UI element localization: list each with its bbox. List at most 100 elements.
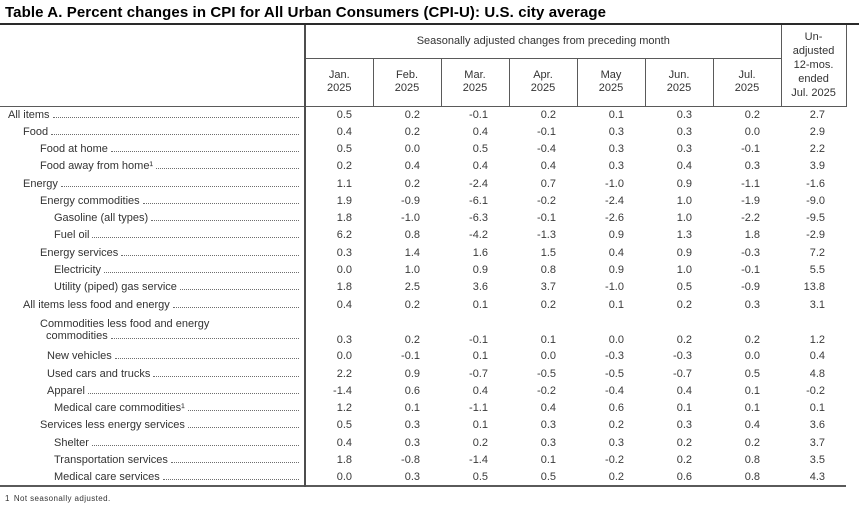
table-row: Food 0.4 0.2 0.4 -0.1 0.3 0.3 0.0 2.9 — [0, 123, 846, 141]
value-cell: 6.2 — [336, 229, 352, 242]
value-cell: 0.4 — [472, 125, 488, 138]
dot-leader — [92, 237, 299, 239]
value-cell: -0.9 — [401, 194, 420, 207]
dot-leader — [156, 168, 299, 170]
value-cell: 3.6 — [809, 419, 826, 432]
value-cell: 0.0 — [744, 350, 761, 363]
value-cell: 0.8 — [744, 470, 761, 483]
dot-leader — [104, 272, 299, 274]
value-cell: 0.2 — [676, 333, 692, 346]
value-cell: 13.8 — [803, 281, 826, 294]
value-cell: 0.3 — [404, 419, 420, 432]
value-cell: 0.4 — [608, 246, 624, 259]
value-cell: 0.4 — [472, 384, 488, 397]
value-cell: -0.5 — [605, 367, 624, 380]
dot-leader — [110, 338, 299, 340]
dot-leader — [170, 461, 299, 463]
value-cell: 1.8 — [336, 212, 352, 225]
column-header-jul: Jul. 2025 — [713, 58, 782, 107]
value-cell: 0.2 — [744, 108, 761, 121]
table-row: Energy services 0.3 1.4 1.6 1.5 0.4 0.9 -0.3 7.2 — [0, 244, 846, 262]
value-cell: 0.2 — [404, 333, 420, 346]
value-cell: -0.4 — [605, 384, 624, 397]
row-label: Food at home — [0, 140, 306, 158]
table-row: Gasoline (all types) 1.8 -1.0 -6.3 -0.1 -2.6 1… — [0, 209, 846, 227]
dot-leader — [51, 133, 299, 135]
value-cell: 0.1 — [744, 402, 761, 415]
table-row: Energy 1.1 0.2 -2.4 0.7 -1.0 0.9 -1.1 -1.6 — [0, 175, 846, 193]
value-cell: 0.6 — [676, 470, 692, 483]
value-cell: -1.0 — [605, 281, 624, 294]
table-row: New vehicles 0.0 -0.1 0.1 0.0 -0.3 -0.3 0.0 0.4 — [0, 347, 846, 365]
value-cell: -6.3 — [469, 212, 488, 225]
table-row: Energy commodities 1.9 -0.9 -6.1 -0.2 -2.4 1.0… — [0, 192, 846, 210]
table-row: Utility (piped) gas service 1.8 2.5 3.6 3.7 -… — [0, 278, 846, 296]
dot-leader — [179, 289, 299, 291]
value-cell: 0.2 — [676, 436, 692, 449]
footnote-marker: 1 — [5, 493, 10, 503]
value-cell: 0.1 — [472, 298, 488, 311]
value-cell: 0.9 — [472, 264, 488, 277]
value-cell: 1.9 — [336, 194, 352, 207]
seasonally-adjusted-spanner: Seasonally adjusted changes from precedi… — [305, 25, 782, 59]
table-title: Table A. Percent changes in CPI for All … — [5, 4, 607, 21]
value-cell: 0.4 — [744, 419, 761, 432]
value-cell: 0.8 — [540, 264, 556, 277]
value-cell: 5.5 — [809, 264, 826, 277]
value-cell: 0.9 — [404, 367, 420, 380]
unadjusted-column-header: Un-adjusted 12-mos. ended Jul. 2025 — [781, 25, 847, 107]
value-cell: -2.2 — [741, 212, 761, 225]
row-label: Used cars and trucks — [0, 365, 306, 383]
value-cell: -0.1 — [401, 350, 420, 363]
value-cell: -9.0 — [806, 194, 826, 207]
row-label: All items — [0, 106, 306, 124]
value-cell: 0.0 — [744, 125, 761, 138]
value-cell: -0.8 — [401, 453, 420, 466]
dot-leader — [162, 478, 299, 480]
value-cell: 0.3 — [608, 125, 624, 138]
value-cell: 0.0 — [336, 264, 352, 277]
value-cell: -0.3 — [741, 246, 761, 259]
value-cell: 1.0 — [404, 264, 420, 277]
value-cell: 1.8 — [336, 281, 352, 294]
table-row: Used cars and trucks 2.2 0.9 -0.7 -0.5 -0.5 -0… — [0, 365, 846, 383]
value-cell: 2.2 — [336, 367, 352, 380]
table-row: Services less energy services 0.5 0.3 0.1 0.… — [0, 416, 846, 435]
value-cell: 0.0 — [404, 143, 420, 156]
table-row: Medical care commodities¹ 1.2 0.1 -1.1 0.4 0.… — [0, 399, 846, 417]
value-cell: 0.4 — [540, 402, 556, 415]
value-cell: 2.5 — [404, 281, 420, 294]
column-header-apr: Apr. 2025 — [509, 58, 578, 107]
value-cell: 0.3 — [744, 160, 761, 173]
value-cell: 0.6 — [608, 402, 624, 415]
value-cell: -0.2 — [537, 194, 556, 207]
value-cell: 0.1 — [608, 298, 624, 311]
value-cell: -1.4 — [469, 453, 488, 466]
value-cell: 0.2 — [336, 160, 352, 173]
dot-leader — [142, 202, 299, 204]
value-cell: 4.8 — [809, 367, 826, 380]
value-cell: -9.5 — [806, 212, 826, 225]
value-cell: -0.2 — [605, 453, 624, 466]
value-cell: 0.3 — [676, 108, 692, 121]
row-label: Services less energy services — [0, 416, 306, 435]
value-cell: 1.6 — [472, 246, 488, 259]
value-cell: 1.2 — [809, 333, 826, 346]
value-cell: 1.8 — [336, 453, 352, 466]
value-cell: 0.2 — [676, 453, 692, 466]
table-row: Transportation services 1.8 -0.8 -1.4 0.1 -0.… — [0, 451, 846, 469]
value-cell: 0.3 — [608, 143, 624, 156]
row-label: Energy — [0, 175, 306, 193]
column-header-feb: Feb. 2025 — [373, 58, 442, 107]
row-label: Shelter — [0, 434, 306, 452]
value-cell: 0.8 — [404, 229, 420, 242]
value-cell: -0.1 — [741, 143, 761, 156]
value-cell: 0.6 — [404, 384, 420, 397]
value-cell: 0.1 — [404, 402, 420, 415]
dot-leader — [153, 375, 299, 377]
value-cell: 0.1 — [472, 419, 488, 432]
value-cell: -1.0 — [401, 212, 420, 225]
value-cell: 0.3 — [676, 143, 692, 156]
footnote-text: Not seasonally adjusted. — [13, 493, 111, 503]
